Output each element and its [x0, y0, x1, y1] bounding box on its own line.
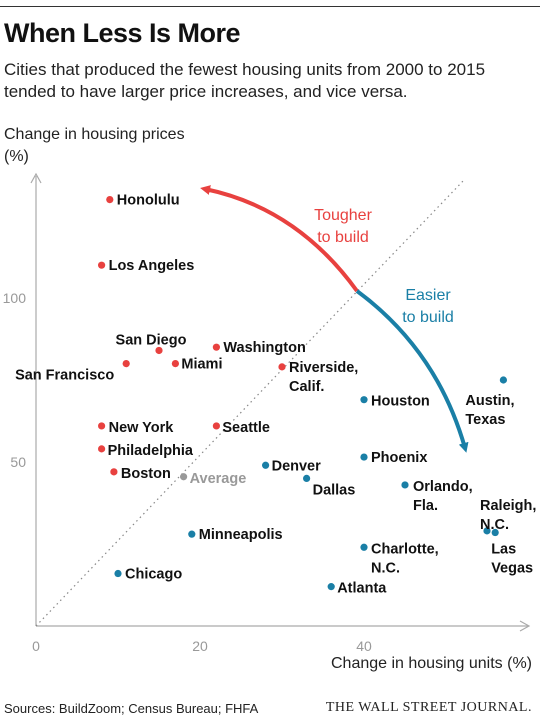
- point-label-new-york: New York: [109, 420, 175, 436]
- data-point-boston: [110, 468, 118, 476]
- point-label-charlotte: Charlotte,: [371, 541, 439, 557]
- annotation-easier: to build: [402, 309, 454, 326]
- point-label-austin: Texas: [465, 412, 505, 428]
- data-point-miami: [171, 360, 179, 368]
- point-label-denver: Denver: [272, 458, 322, 474]
- point-label-riverside: Calif.: [289, 379, 324, 395]
- point-label-orlando: Orlando,: [413, 479, 473, 495]
- point-label-philadelphia: Philadelphia: [108, 443, 194, 459]
- annotation-tougher: to build: [317, 229, 369, 246]
- point-label-average: Average: [190, 471, 247, 487]
- data-point-philadelphia: [98, 445, 106, 453]
- data-point-dallas: [303, 474, 311, 482]
- y-axis-arrow: [30, 172, 42, 184]
- data-point-average: [180, 473, 188, 481]
- data-point-chicago: [114, 569, 122, 578]
- point-label-austin: Austin,: [465, 393, 514, 409]
- point-label-riverside: Riverside,: [289, 360, 358, 376]
- data-point-minneapolis: [188, 530, 196, 538]
- data-point-charlotte: [360, 543, 368, 551]
- data-point-los-angeles: [98, 261, 106, 269]
- point-label-raleigh: Raleigh,: [480, 498, 536, 514]
- point-label-las: Vegas: [491, 561, 533, 577]
- data-point-las: [491, 528, 499, 537]
- y-tick-label: 100: [3, 290, 27, 306]
- top-rule: [0, 6, 540, 7]
- data-point-honolulu: [106, 196, 114, 204]
- point-label-raleigh: N.C.: [480, 517, 509, 533]
- x-tick-label: 20: [192, 638, 208, 654]
- data-point-atlanta: [327, 583, 335, 591]
- point-label-boston: Boston: [121, 466, 171, 482]
- point-label-miami: Miami: [181, 357, 222, 373]
- chart-title: When Less Is More: [4, 18, 241, 48]
- x-axis-arrow: [519, 620, 531, 632]
- point-label-honolulu: Honolulu: [117, 193, 180, 209]
- data-point-houston: [360, 396, 368, 404]
- data-point-raleigh: [483, 527, 491, 535]
- x-tick-label: 0: [32, 638, 40, 654]
- data-point-riverside: [278, 363, 286, 371]
- point-label-dallas: Dallas: [313, 482, 356, 498]
- y-axis-label: Change in housing prices (%): [4, 126, 185, 165]
- data-point-washington: [212, 343, 220, 351]
- publisher-brand: THE WALL STREET JOURNAL.: [325, 700, 532, 715]
- data-point-san-francisco: [122, 360, 130, 368]
- data-point-new-york: [98, 422, 106, 430]
- data-point-denver: [262, 461, 270, 469]
- annotation-tougher: Tougher: [314, 207, 372, 224]
- data-point-austin: [499, 376, 507, 384]
- data-point-orlando: [401, 481, 409, 489]
- point-label-chicago: Chicago: [125, 567, 182, 583]
- point-label-san-diego: San Diego: [116, 332, 187, 348]
- point-label-seattle: Seattle: [222, 420, 270, 436]
- chart-subtitle: Cities that produced the fewest housing …: [4, 60, 486, 101]
- point-label-houston: Houston: [371, 394, 430, 410]
- diagonal-reference-line: [35, 179, 465, 627]
- x-axis-label: Change in housing units (%): [330, 655, 532, 672]
- tougher-arrow: [200, 185, 359, 293]
- data-point-phoenix: [360, 453, 368, 461]
- point-label-charlotte: N.C.: [371, 560, 400, 576]
- point-label-san-francisco: San Francisco: [15, 368, 114, 384]
- point-label-washington: Washington: [223, 340, 305, 356]
- data-point-seattle: [212, 422, 220, 430]
- point-label-phoenix: Phoenix: [371, 450, 427, 466]
- point-label-atlanta: Atlanta: [337, 581, 387, 597]
- sources-note: Sources: BuildZoom; Census Bureau; FHFA: [4, 701, 259, 716]
- point-label-orlando: Fla.: [413, 498, 438, 514]
- point-label-minneapolis: Minneapolis: [199, 527, 283, 543]
- easier-arrow: [355, 289, 469, 453]
- y-tick-label: 50: [10, 454, 26, 470]
- x-tick-label: 40: [356, 638, 372, 654]
- data-point-san-diego: [155, 346, 163, 355]
- point-label-los-angeles: Los Angeles: [109, 258, 195, 274]
- annotation-easier: Easier: [405, 287, 451, 304]
- point-label-las: Las: [491, 542, 516, 558]
